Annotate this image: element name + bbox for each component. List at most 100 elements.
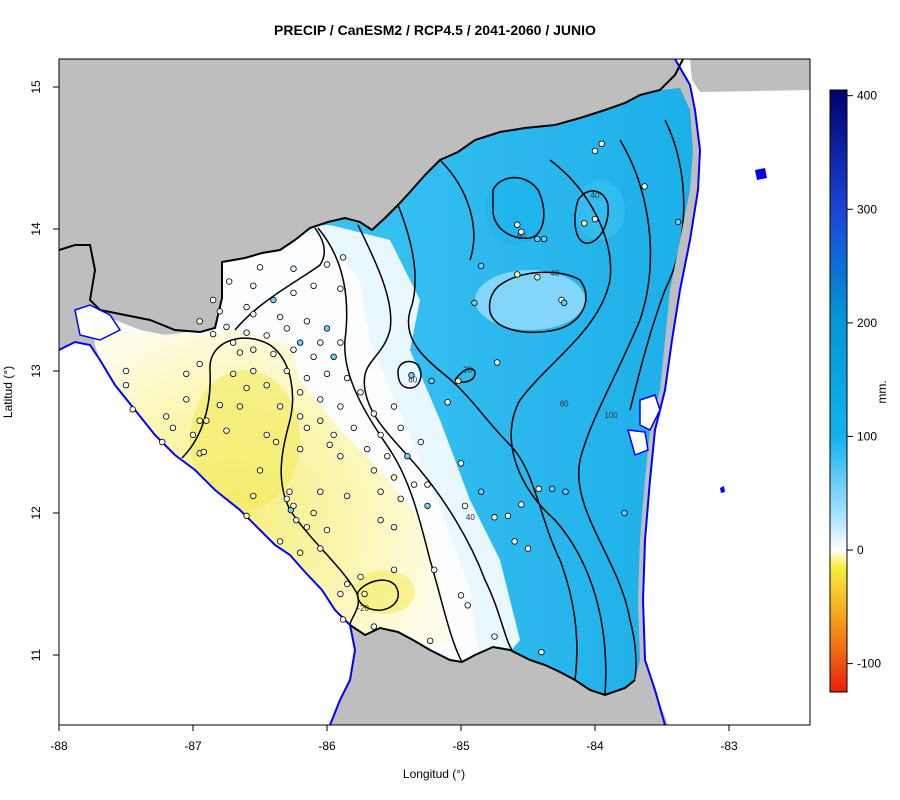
x-tick-label: -88 xyxy=(50,739,68,753)
contour-20-closed-small xyxy=(454,368,476,383)
map-title: PRECIP / CanESM2 / RCP4.5 / 2041-2060 / … xyxy=(274,22,596,38)
station-marker xyxy=(337,453,344,460)
fonseca-coastline xyxy=(74,304,122,341)
station-marker xyxy=(243,512,250,520)
station-marker xyxy=(323,325,331,332)
station-marker xyxy=(216,401,223,409)
station-marker xyxy=(330,431,337,439)
contour-60-closed-small xyxy=(397,360,422,389)
station-marker xyxy=(524,545,532,552)
station-markers xyxy=(122,140,682,656)
station-marker xyxy=(196,360,203,368)
corn-island xyxy=(720,486,725,493)
station-marker xyxy=(323,526,331,534)
station-marker xyxy=(343,374,351,382)
contour-60 xyxy=(397,204,578,681)
contour-0-west xyxy=(181,337,360,626)
station-marker xyxy=(377,431,384,439)
colorbar-ticks: 400 300 200 100 0 -100 xyxy=(847,89,881,671)
station-marker xyxy=(518,228,525,236)
honduras-northeast xyxy=(690,59,810,92)
station-marker xyxy=(323,261,331,268)
station-marker xyxy=(317,488,324,495)
station-marker xyxy=(397,495,404,502)
station-marker xyxy=(518,501,525,508)
station-marker xyxy=(216,308,223,315)
station-marker xyxy=(339,254,347,261)
field-dry-core-south xyxy=(355,570,415,614)
station-marker xyxy=(290,346,297,353)
station-marker xyxy=(250,346,257,353)
x-tick-label: -87 xyxy=(184,739,202,753)
station-marker xyxy=(276,403,284,410)
station-marker xyxy=(297,389,304,396)
station-marker xyxy=(250,311,257,318)
station-marker xyxy=(162,413,170,420)
station-marker xyxy=(581,220,588,227)
station-marker xyxy=(243,303,250,311)
station-marker xyxy=(250,367,257,375)
station-marker xyxy=(455,377,462,385)
station-marker xyxy=(471,299,478,307)
station-marker xyxy=(286,488,293,495)
station-marker xyxy=(534,235,541,243)
station-marker xyxy=(203,417,210,424)
station-marker xyxy=(548,485,556,493)
station-marker xyxy=(410,481,418,488)
contour-lines xyxy=(181,119,685,695)
station-marker xyxy=(263,332,270,339)
contour-40-west xyxy=(357,224,513,651)
station-marker xyxy=(390,566,398,573)
station-marker xyxy=(343,492,351,500)
station-marker xyxy=(196,318,203,325)
station-marker xyxy=(514,271,521,278)
lagoon-south xyxy=(626,429,649,456)
station-marker xyxy=(297,549,304,556)
field-local-max-east xyxy=(575,180,625,240)
station-marker xyxy=(491,514,498,521)
station-marker xyxy=(122,367,130,375)
station-marker xyxy=(361,590,368,598)
station-marker xyxy=(283,367,290,375)
contour-60-north xyxy=(439,159,475,261)
station-marker xyxy=(317,417,324,424)
station-marker xyxy=(263,431,270,439)
x-axis: -88 -87 -86 -85 -84 -83 xyxy=(50,725,738,753)
station-marker xyxy=(457,460,465,467)
station-marker xyxy=(243,384,250,392)
contour-label: 60 xyxy=(408,375,417,384)
colorbar-tick-label: -100 xyxy=(857,657,881,671)
station-marker xyxy=(283,495,290,502)
plot-frame xyxy=(58,58,811,726)
station-marker xyxy=(514,221,521,228)
colorbar-unit-label: mm. xyxy=(875,380,889,403)
station-marker xyxy=(621,509,628,517)
contour-label: -20 xyxy=(357,604,369,613)
station-marker xyxy=(317,339,324,346)
station-marker xyxy=(491,633,498,640)
station-marker xyxy=(196,417,203,424)
station-marker xyxy=(263,382,270,389)
station-marker xyxy=(560,299,568,307)
station-marker xyxy=(290,289,297,297)
station-marker xyxy=(370,623,378,630)
station-marker xyxy=(243,329,250,336)
station-marker xyxy=(122,382,130,389)
station-marker xyxy=(303,424,311,431)
caribbean-coastline xyxy=(641,59,702,725)
station-marker xyxy=(377,516,384,524)
station-marker xyxy=(461,502,469,510)
station-marker xyxy=(270,350,277,358)
colorbar-ramp xyxy=(829,89,848,693)
contour-label: 20 xyxy=(463,365,472,374)
station-marker xyxy=(303,318,311,325)
y-axis: 11 12 13 14 15 xyxy=(29,80,59,661)
station-marker xyxy=(337,285,344,292)
station-marker xyxy=(290,265,297,272)
station-marker xyxy=(183,396,190,403)
station-marker xyxy=(591,147,599,155)
station-marker xyxy=(276,538,284,545)
costa-rica-east xyxy=(630,690,668,725)
station-marker xyxy=(428,377,435,385)
southern-border xyxy=(349,624,636,697)
